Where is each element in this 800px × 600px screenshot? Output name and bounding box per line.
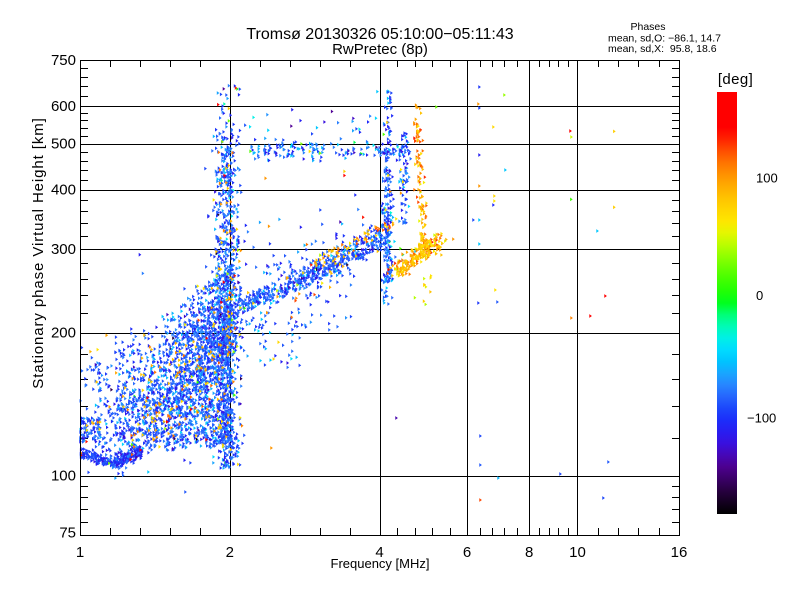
svg-text:16: 16 (671, 544, 688, 561)
svg-text:Phases: Phases (630, 21, 665, 33)
svg-text:10: 10 (569, 544, 586, 561)
svg-text:[deg]: [deg] (718, 71, 753, 88)
svg-text:Stationary phase Virtual Heigh: Stationary phase Virtual Height [km] (30, 117, 47, 388)
svg-text:0: 0 (756, 288, 763, 303)
svg-text:100: 100 (756, 171, 778, 186)
svg-text:750: 750 (51, 52, 76, 69)
svg-text:100: 100 (51, 468, 76, 485)
svg-text:4: 4 (375, 544, 383, 561)
svg-text:600: 600 (51, 98, 76, 115)
svg-text:8: 8 (525, 544, 533, 561)
svg-text:300: 300 (51, 241, 76, 258)
svg-text:RwPretec (8p): RwPretec (8p) (332, 41, 428, 58)
svg-text:Frequency [MHz]: Frequency [MHz] (331, 556, 430, 571)
svg-text:mean, sd,O: −86.1, 14.7: mean, sd,O: −86.1, 14.7 (608, 33, 721, 45)
svg-text:400: 400 (51, 182, 76, 199)
svg-text:6: 6 (463, 544, 471, 561)
svg-text:2: 2 (226, 544, 234, 561)
svg-text:Tromsø 20130326 05:10:00−05:11: Tromsø 20130326 05:10:00−05:11:43 (246, 26, 513, 43)
svg-text:500: 500 (51, 136, 76, 153)
svg-text:1: 1 (76, 544, 84, 561)
svg-text:200: 200 (51, 325, 76, 342)
svg-text:mean, sd,X: 95.8, 18.6: mean, sd,X: 95.8, 18.6 (608, 43, 717, 55)
svg-text:−100: −100 (747, 411, 776, 426)
svg-text:75: 75 (59, 525, 76, 542)
